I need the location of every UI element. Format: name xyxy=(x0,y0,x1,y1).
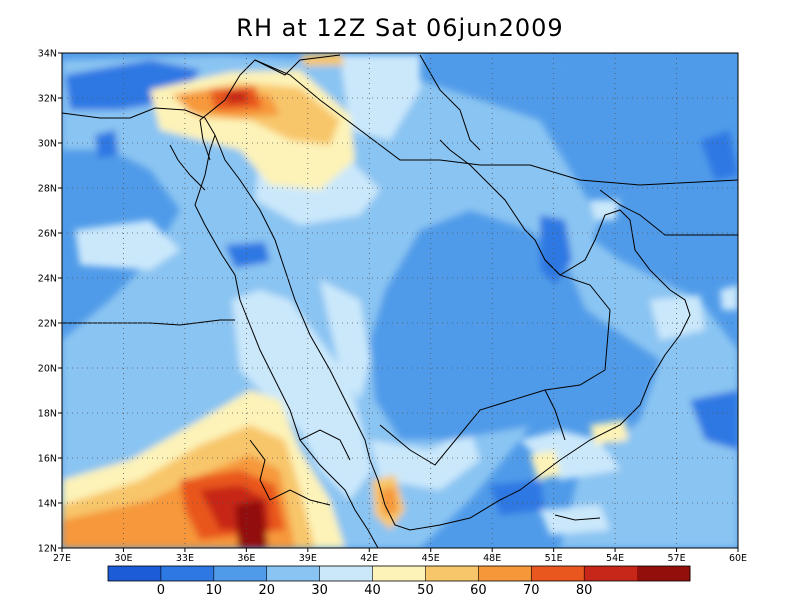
lat-tick-label: 26N xyxy=(38,229,57,240)
lat-tick-label: 22N xyxy=(38,319,57,330)
colorbar-label: 20 xyxy=(258,583,275,598)
lon-tick-label: 48E xyxy=(483,553,501,564)
lat-tick-label: 28N xyxy=(38,184,57,195)
lon-tick-label: 42E xyxy=(360,553,378,564)
colorbar-swatch xyxy=(584,566,638,581)
rh-field xyxy=(62,53,738,548)
colorbar-swatch xyxy=(372,566,426,581)
colorbar-swatch xyxy=(531,566,585,581)
colorbar-label: 10 xyxy=(206,583,223,598)
colorbar-frame xyxy=(107,565,691,582)
colorbar-swatch xyxy=(637,566,691,581)
lon-tick-label: 30E xyxy=(114,553,132,564)
colorbar-label: 0 xyxy=(157,583,165,598)
lat-tick-label: 14N xyxy=(38,499,57,510)
lon-tick-label: 39E xyxy=(299,553,317,564)
lon-tick-label: 36E xyxy=(237,553,255,564)
lat-tick-label: 16N xyxy=(38,454,57,465)
lon-tick-label: 57E xyxy=(667,553,685,564)
lon-tick-label: 45E xyxy=(422,553,440,564)
colorbar-label: 70 xyxy=(523,583,540,598)
lat-tick-label: 30N xyxy=(38,139,57,150)
lon-tick-label: 33E xyxy=(176,553,194,564)
lon-tick-label: 51E xyxy=(545,553,563,564)
lat-tick-label: 12N xyxy=(38,544,57,555)
lat-tick-label: 34N xyxy=(38,49,57,60)
lat-tick-label: 18N xyxy=(38,409,57,420)
colorbar-swatch xyxy=(478,566,532,581)
colorbar-swatch xyxy=(425,566,479,581)
lat-tick-label: 24N xyxy=(38,274,57,285)
colorbar: 0 10 20 30 40 50 60 70 80 xyxy=(107,565,691,598)
lat-tick-label: 32N xyxy=(38,94,57,105)
colorbar-swatch xyxy=(108,566,162,581)
colorbar-swatch xyxy=(266,566,321,581)
colorbar-label: 40 xyxy=(364,583,381,598)
latitude-ticks: 12N 14N 16N 18N 20N 22N 24N 26N 28N 30N 32N 34N xyxy=(38,49,62,555)
longitude-ticks: 27E 30E 33E 36E 39E 42E 45E 48E 51E 54E 57E 60E xyxy=(53,548,747,564)
colorbar-swatch xyxy=(319,566,374,581)
colorbar-label: 30 xyxy=(311,583,328,598)
lat-tick-label: 20N xyxy=(38,364,57,375)
colorbar-label: 80 xyxy=(576,583,593,598)
lon-tick-label: 60E xyxy=(729,553,747,564)
lon-tick-label: 27E xyxy=(53,553,71,564)
map-title: RH at 12Z Sat 06jun2009 xyxy=(236,14,564,42)
colorbar-swatch xyxy=(213,566,268,581)
map-frame xyxy=(61,52,739,549)
lon-tick-label: 54E xyxy=(606,553,624,564)
colorbar-label: 50 xyxy=(417,583,434,598)
coastlines xyxy=(62,54,738,548)
colorbar-swatch xyxy=(160,566,215,581)
colorbar-label: 60 xyxy=(470,583,487,598)
